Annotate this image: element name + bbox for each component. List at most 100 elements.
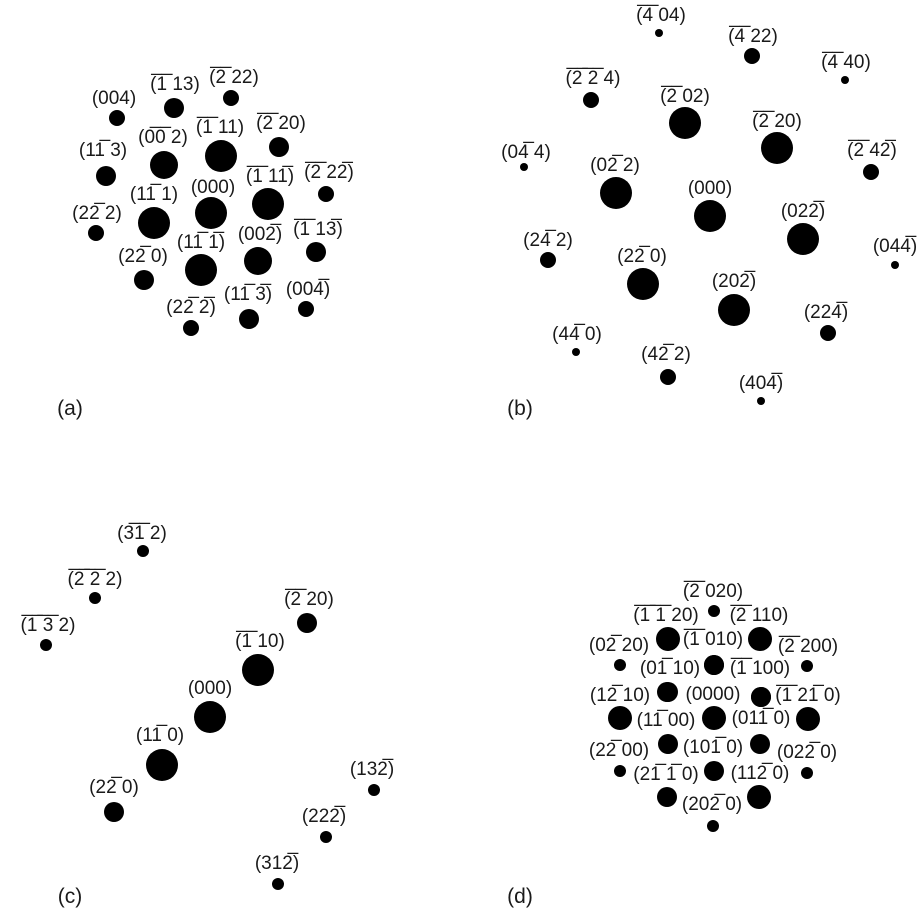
diffraction-spot-c-1-32 [40, 639, 52, 651]
diffraction-spot-c-3-12 [137, 545, 149, 557]
panel-d: (̅2̅ 020) (̅1̅ ̅1̅ 20) (̅2̅ 110) (02̅ 20) (̅… [507, 581, 841, 908]
diffraction-spot-d-1-120 [656, 627, 680, 651]
diffraction-spot-a-2-22 [88, 225, 104, 241]
spot-label-d-20-20: (202̅ 0) [682, 794, 742, 815]
diffraction-spot-d-20-20 [707, 820, 719, 832]
spot-label-a-2-20: (22̅ 0) [118, 246, 168, 267]
diffraction-spot-a-111 [205, 140, 237, 172]
diffraction-spot-b-422 [744, 48, 760, 64]
diffraction-spot-c-13-2 [368, 784, 380, 796]
spot-label-d-2200: (̅2̅ 200) [778, 636, 838, 657]
spot-label-a-000: (000) [191, 177, 235, 198]
spot-label-c-22-2: (222̅) [302, 806, 346, 827]
spot-label-a-2-2-2: (22̅ 2̅) [166, 297, 216, 318]
spot-label-d-0000: (0000) [686, 684, 741, 705]
diffraction-spot-b-440 [841, 76, 849, 84]
panel-label-d: (d) [507, 885, 533, 908]
spot-label-a-22-2: (̅2̅ 22̅) [304, 162, 354, 183]
spot-label-b-24-2: (̅2̅ 42̅) [847, 140, 897, 161]
spot-label-b-2-24: (̅2̅ ̅2̅ 4) [566, 68, 621, 89]
diffraction-spot-d-0-220 [614, 659, 626, 671]
diffraction-spot-d-2-1-10 [657, 787, 677, 807]
spot-label-c-1-32: (̅1̅ ̅3̅ 2) [21, 615, 76, 636]
spot-label-d-10-10: (101̅ 0) [683, 737, 743, 758]
spot-label-b-0-44: (04̅ 4) [501, 142, 551, 163]
diffraction-spot-a-1-13 [96, 166, 116, 186]
diffraction-spot-b-24-2 [863, 164, 879, 180]
spot-label-a-111: (̅1̅ 11) [196, 117, 244, 138]
spot-label-d-0-220: (02̅ 20) [589, 635, 649, 656]
spot-label-b-2-20: (22̅ 0) [617, 246, 667, 267]
diffraction-spot-c-2-20 [104, 802, 124, 822]
spot-label-b-220: (̅2̅ 20) [752, 111, 802, 132]
diffraction-spot-d-extra-0 [704, 655, 724, 675]
spot-label-d-2-200: (22̅ 00) [589, 740, 649, 761]
spot-label-b-4-40: (44̅ 0) [552, 324, 602, 345]
diffraction-spot-d-02-20 [801, 767, 813, 779]
spot-label-a-2-22: (22̅ 2) [72, 203, 122, 224]
diffraction-spot-b-2-42 [540, 252, 556, 268]
diffraction-spot-c-000 [194, 701, 226, 733]
spot-label-a-002: (0̅0̅ 2) [138, 127, 188, 148]
diffraction-spot-b-4-40 [572, 348, 580, 356]
diffraction-spot-d-12-10 [796, 707, 820, 731]
spot-label-a-00-4: (004̅) [286, 279, 330, 300]
spot-label-b-20-2: (202̅) [712, 271, 756, 292]
diffraction-spot-c-1-10 [146, 749, 178, 781]
diffraction-spot-a-2-20 [134, 270, 154, 290]
spot-label-a-220: (̅2̅ 20) [256, 113, 306, 134]
spot-label-b-0-22: (02̅ 2) [590, 155, 640, 176]
spot-label-d-2-1-10: (21̅ 1̅ 0) [633, 764, 698, 785]
diffraction-spot-a-00-2 [244, 247, 272, 275]
diffraction-spot-d-1-210 [608, 706, 632, 730]
diffraction-spot-b-4-22 [660, 369, 676, 385]
spot-label-b-2-42: (24̅ 2) [523, 230, 573, 251]
spot-label-d-02-20: (022̅ 0) [777, 742, 837, 763]
diffraction-spot-d-11-20 [747, 785, 771, 809]
spot-label-b-04-4: (044̅) [873, 236, 917, 257]
spot-label-c-1-10: (11̅ 0) [136, 725, 184, 746]
diffraction-spot-a-1-1-1 [185, 254, 217, 286]
spot-label-c-110: (̅1̅ 10) [235, 631, 285, 652]
spot-label-d-11-20: (112̅ 0) [731, 763, 790, 784]
diffraction-spot-d-0000 [702, 706, 726, 730]
diffraction-spot-d-2200 [801, 660, 813, 672]
spot-label-a-113: (̅1̅ 13) [150, 74, 200, 95]
spot-label-a-11-1: (̅1̅ 11̅) [246, 166, 294, 187]
spot-label-b-40-4: (404̅) [739, 373, 783, 394]
diffraction-spot-d-extra-3 [658, 734, 678, 754]
diffraction-spot-c-110 [242, 654, 274, 686]
panel-label-b: (b) [507, 397, 533, 420]
spot-label-b-404: (̅4̅ 04) [636, 5, 686, 26]
diffraction-spot-b-04-4 [891, 261, 899, 269]
diffraction-spot-a-1-11 [138, 207, 170, 239]
spot-label-d-12-10: (̅1̅ 21̅ 0) [775, 685, 840, 706]
diffraction-spot-b-202 [669, 107, 701, 139]
diffraction-spot-a-1-1-3 [239, 309, 259, 329]
spot-label-a-1-1-3: (11̅ 3̅) [224, 284, 272, 305]
panel-b: (̅4̅ 04) (̅4̅ 22) (̅4̅ 40) (̅2̅ ̅2̅ 4) (̅2̅ … [501, 5, 917, 420]
spot-label-a-1-1-1: (11̅ 1̅) [177, 232, 225, 253]
panel-a: (004) (̅1̅ 13) (̅2̅ 22) (0̅0̅ 2) (̅1̅ 11) (̅2… [57, 67, 354, 420]
diffraction-spot-b-40-4 [757, 397, 765, 405]
spot-label-a-11-3: (̅1̅ 13̅) [293, 219, 343, 240]
diffraction-spot-b-22-4 [820, 325, 836, 341]
diffraction-spot-b-220 [761, 132, 793, 164]
diffraction-spot-a-000 [195, 197, 227, 229]
diffraction-spot-a-004 [109, 110, 125, 126]
diffraction-spot-b-2-20 [627, 268, 659, 300]
diffraction-spot-a-002 [150, 151, 178, 179]
spot-label-d-1100: (̅1̅ 100) [730, 658, 790, 679]
spot-label-b-22-4: (224̅) [804, 302, 848, 323]
spot-label-c-13-2: (132̅) [350, 759, 394, 780]
spot-label-b-4-22: (42̅ 2) [641, 344, 691, 365]
spot-label-b-000: (000) [688, 178, 732, 199]
diffraction-spot-c-220 [297, 613, 317, 633]
spot-label-b-440: (̅4̅ 40) [821, 52, 871, 73]
spot-label-a-004: (004) [92, 88, 136, 109]
diffraction-spot-d-10-10 [704, 761, 724, 781]
spot-label-c-3-12: (3̅1̅ 2) [117, 523, 167, 544]
spot-label-c-000: (000) [188, 678, 232, 699]
spot-label-c-2-20: (22̅ 0) [89, 777, 139, 798]
diffraction-spot-a-00-4 [298, 301, 314, 317]
